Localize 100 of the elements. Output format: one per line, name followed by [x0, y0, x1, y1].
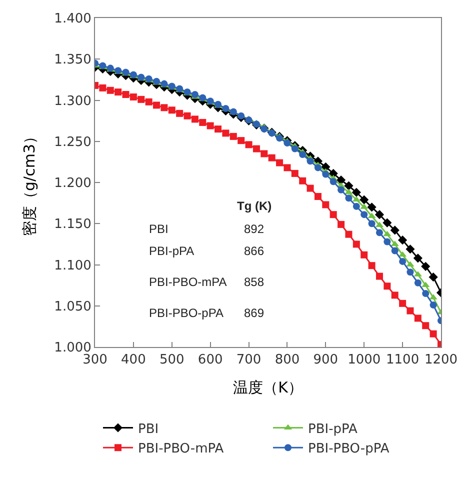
point: [338, 186, 345, 194]
point: [299, 177, 306, 184]
point: [252, 145, 260, 152]
point: [314, 164, 322, 172]
point: [114, 88, 122, 96]
x-tick-label: 600: [198, 352, 223, 368]
point: [260, 150, 268, 158]
point: [422, 322, 430, 330]
point: [352, 188, 361, 197]
annotation: 858: [244, 275, 264, 289]
point: [214, 126, 222, 133]
x-tick-label: 400: [121, 352, 146, 368]
point: [352, 240, 360, 248]
point: [399, 258, 406, 265]
x-tick-label: 1200: [424, 352, 458, 368]
x-tick-label: 1100: [386, 352, 420, 368]
point: [160, 104, 168, 112]
legend-label: PBI-pPA: [308, 422, 358, 437]
point: [291, 145, 298, 152]
point: [336, 175, 346, 185]
point: [338, 220, 345, 228]
point: [284, 164, 291, 172]
point: [314, 192, 322, 200]
legend-label: PBI-PBO-mPA: [138, 442, 224, 457]
point: [222, 130, 230, 137]
point: [276, 159, 284, 166]
annotation: 866: [244, 244, 264, 258]
point: [330, 211, 337, 218]
y-tick-label: 1.300: [54, 94, 92, 109]
point: [360, 211, 368, 218]
point: [330, 178, 337, 186]
x-tick-label: 700: [236, 352, 262, 368]
point: [145, 98, 152, 106]
point: [376, 229, 383, 236]
legend-label: PBI-PBO-pPA: [308, 442, 390, 457]
point: [345, 230, 352, 238]
point: [245, 141, 252, 148]
point: [206, 122, 214, 130]
point: [268, 154, 276, 162]
point: [430, 330, 437, 338]
point: [384, 238, 391, 246]
point: [322, 170, 330, 178]
y-tick-label: 1.400: [54, 12, 92, 27]
annotation: 892: [244, 222, 264, 236]
point: [238, 137, 245, 144]
point: [199, 118, 206, 126]
x-tick-label: 500: [159, 352, 184, 368]
point: [398, 251, 407, 257]
annotation: 869: [244, 306, 264, 320]
point: [383, 230, 392, 236]
x-tick-label: 1000: [348, 352, 381, 368]
y-tick-label: 1.050: [54, 299, 92, 314]
y-tick-label: 1.350: [54, 52, 92, 68]
x-tick-label: 900: [313, 352, 338, 368]
x-tick-label: 800: [274, 352, 300, 368]
point: [191, 90, 198, 98]
point: [276, 134, 284, 142]
annotation: Tg (K): [237, 199, 272, 213]
point: [367, 202, 376, 212]
point: [344, 188, 353, 194]
point: [406, 307, 414, 314]
point: [398, 236, 408, 245]
point: [306, 184, 314, 192]
y-tick-label: 1.200: [54, 176, 92, 192]
point: [130, 93, 137, 100]
point: [421, 262, 430, 271]
legend-label: PBI: [138, 422, 159, 437]
point: [390, 226, 400, 235]
point: [352, 196, 360, 202]
point: [299, 151, 306, 158]
point: [399, 300, 406, 307]
point: [99, 84, 106, 92]
point: [406, 244, 415, 254]
point: [138, 96, 145, 103]
y-tick-label: 1.100: [54, 258, 92, 274]
y-tick-label: 1.250: [54, 134, 92, 150]
y-tick-label: 1.150: [54, 217, 92, 232]
point: [122, 90, 130, 98]
point: [230, 132, 237, 140]
point: [406, 268, 414, 276]
point: [191, 116, 198, 123]
point: [374, 210, 384, 220]
point: [153, 102, 160, 109]
x-tick-label: 300: [82, 352, 108, 368]
point: [360, 251, 368, 258]
point: [430, 302, 437, 309]
point: [184, 112, 191, 120]
point: [176, 110, 184, 117]
point: [422, 282, 430, 288]
annotation: PBI: [149, 222, 168, 236]
point: [428, 272, 438, 282]
point: [414, 279, 422, 286]
annotation: PBI-PBO-pPA: [149, 306, 224, 320]
point: [368, 262, 376, 270]
point: [384, 282, 391, 290]
point: [368, 220, 376, 228]
point: [284, 140, 291, 147]
point: [291, 170, 298, 177]
annotation: PBI-pPA: [149, 244, 194, 258]
point: [382, 218, 392, 228]
